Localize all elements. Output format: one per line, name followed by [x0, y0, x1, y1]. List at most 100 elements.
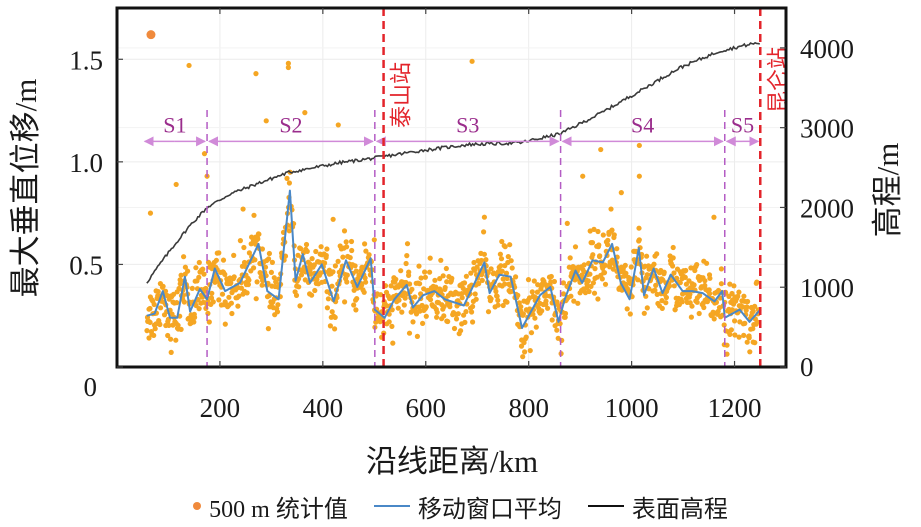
scatter-point — [378, 292, 384, 298]
scatter-series — [144, 30, 762, 360]
scatter-point — [500, 276, 506, 282]
scatter-point — [736, 289, 742, 295]
scatter-point — [240, 206, 246, 212]
scatter-point — [493, 288, 499, 294]
scatter-point — [677, 280, 683, 286]
scatter-point — [597, 253, 603, 259]
scatter-point — [393, 276, 399, 282]
scatter-point — [340, 254, 346, 260]
scatter-point — [178, 272, 184, 278]
scatter-point — [144, 328, 150, 334]
scatter-point — [293, 292, 300, 298]
scatter-point — [323, 252, 329, 259]
scatter-point — [265, 326, 271, 332]
scatter-point — [534, 289, 541, 295]
legend-item-scatter: 500 m 统计值 — [193, 489, 348, 524]
scatter-point — [473, 296, 479, 302]
scatter-point — [488, 266, 494, 272]
scatter-point — [165, 332, 171, 339]
scatter-point — [237, 238, 243, 244]
scatter-point — [711, 316, 717, 322]
scatter-point — [608, 206, 614, 212]
scatter-point — [694, 299, 700, 305]
scatter-point — [651, 261, 657, 267]
scatter-point — [269, 259, 275, 265]
scatter-point — [286, 228, 292, 234]
scatter-point — [750, 308, 756, 314]
scatter-point — [602, 281, 609, 287]
scatter-point — [396, 297, 402, 303]
scatter-point — [688, 314, 695, 320]
scatter-point — [623, 281, 629, 287]
scatter-point — [459, 295, 465, 301]
scatter-point — [627, 311, 633, 317]
scatter-point — [696, 310, 702, 317]
scatter-point — [203, 285, 209, 292]
scatter-point — [285, 64, 291, 71]
scatter-point — [614, 246, 620, 252]
scatter-point — [644, 253, 650, 259]
scatter-point — [520, 354, 526, 360]
scatter-point — [253, 71, 259, 77]
scatter-point — [420, 320, 426, 326]
scatter-point — [189, 285, 195, 291]
scatter-point — [628, 264, 634, 270]
scatter-point — [196, 306, 202, 312]
scatter-point — [256, 231, 262, 237]
scatter-point — [155, 289, 161, 295]
scatter-point — [671, 270, 677, 276]
scatter-point — [343, 239, 349, 245]
scatter-point — [409, 286, 415, 292]
scatter-point — [590, 252, 596, 258]
scatter-point — [644, 272, 650, 278]
scatter-point — [209, 290, 215, 296]
scatter-point — [229, 310, 235, 317]
scatter-point — [476, 281, 482, 287]
scatter-point — [518, 304, 524, 310]
scatter-point — [389, 307, 395, 313]
scatter-point — [251, 265, 257, 271]
scatter-point — [707, 275, 713, 281]
scatter-point — [520, 311, 527, 317]
scatter-point — [564, 220, 570, 226]
scatter-point — [636, 237, 642, 243]
axis-ticks: 200 400 600 800 1000 1200 0 0.5 1.0 1.5 0 1000 2000 3… — [69, 8, 854, 423]
scatter-point — [445, 318, 451, 325]
segment-label: S4 — [631, 112, 654, 137]
scatter-point — [196, 274, 202, 280]
scatter-point — [181, 299, 187, 305]
scatter-point — [351, 302, 357, 308]
scatter-point — [241, 259, 248, 266]
scatter-point — [410, 319, 416, 325]
scatter-point — [670, 244, 676, 251]
scatter-point — [151, 332, 157, 338]
scatter-point — [330, 269, 336, 275]
scatter-point — [682, 274, 688, 280]
scatter-point — [332, 263, 338, 269]
scatter-point — [741, 332, 747, 338]
scatter-point — [222, 321, 228, 327]
scatter-point — [502, 281, 508, 287]
x-tick-label: 1200 — [708, 393, 762, 423]
scatter-point — [349, 247, 355, 254]
scatter-point — [260, 278, 266, 284]
x-axis-title: 沿线距离/km — [366, 444, 538, 479]
scatter-point — [309, 292, 315, 298]
scatter-point — [533, 324, 539, 330]
segment-label: S3 — [456, 112, 479, 137]
scatter-point — [481, 214, 487, 220]
scatter-point — [659, 298, 665, 304]
scatter-point — [707, 291, 713, 297]
scatter-point — [437, 276, 443, 282]
scatter-point — [531, 278, 537, 284]
scatter-point — [147, 319, 153, 325]
scatter-point — [609, 227, 615, 233]
scatter-point — [403, 260, 409, 267]
scatter-point — [554, 299, 560, 305]
scatter-point — [624, 306, 630, 312]
scatter-point — [731, 283, 737, 289]
scatter-point — [417, 281, 423, 287]
scatter-point — [361, 289, 367, 295]
scatter-point — [147, 210, 154, 216]
scatter-point — [362, 241, 368, 247]
